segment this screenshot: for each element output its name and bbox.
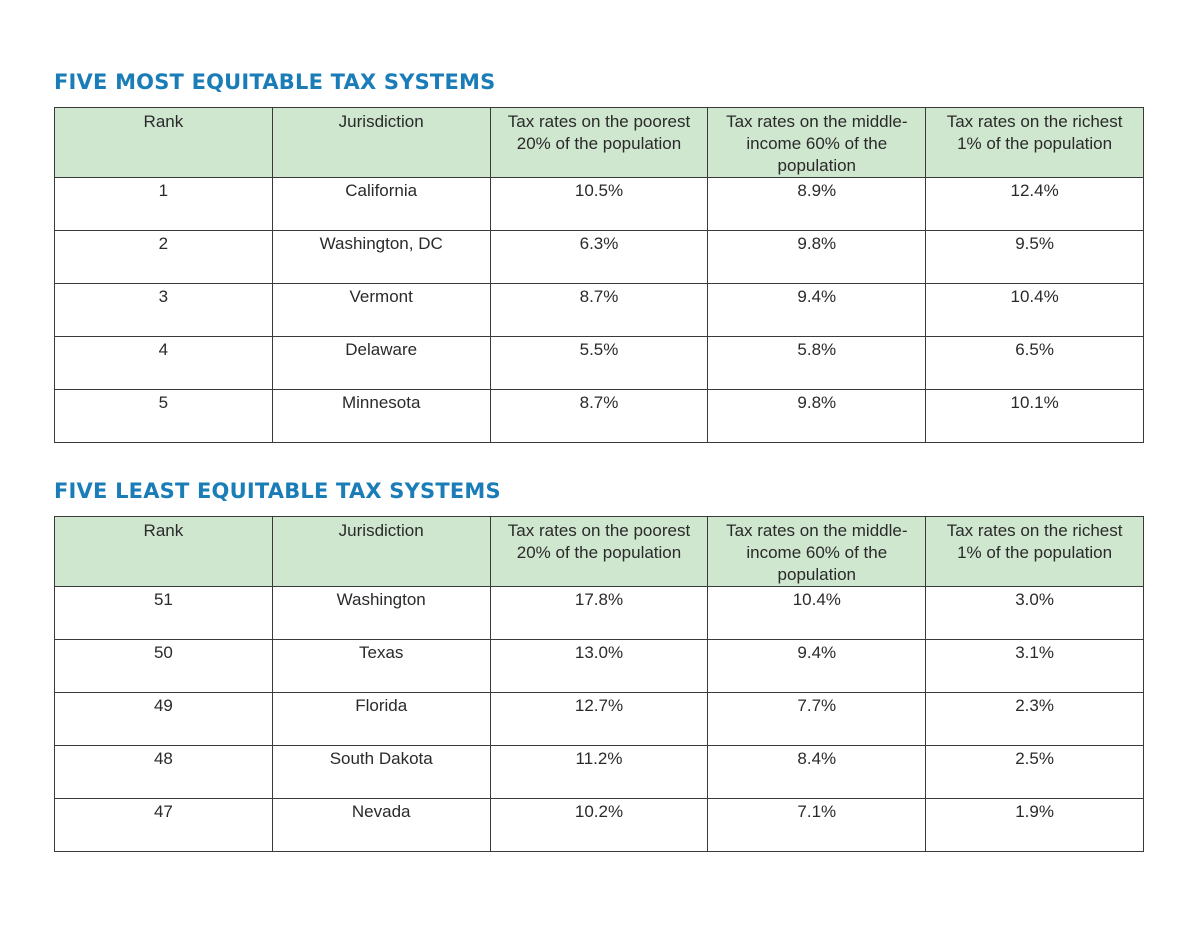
- table-header-row: Rank Jurisdiction Tax rates on the poore…: [54, 516, 1144, 587]
- poorest-rate-cell: 8.7%: [489, 283, 709, 337]
- column-header-jurisdiction: Jurisdiction: [271, 107, 491, 178]
- rank-cell: 5: [54, 389, 273, 443]
- richest-rate-cell: 12.4%: [925, 177, 1144, 231]
- column-header-jurisdiction: Jurisdiction: [271, 516, 491, 587]
- table-row: 49 Florida 12.7% 7.7% 2.3%: [54, 692, 1144, 746]
- column-header-richest: Tax rates on the richest 1% of the popul…: [925, 107, 1144, 178]
- poorest-rate-cell: 5.5%: [489, 336, 709, 390]
- most-equitable-title: FIVE MOST EQUITABLE TAX SYSTEMS: [54, 70, 496, 94]
- table-row: 5 Minnesota 8.7% 9.8% 10.1%: [54, 389, 1144, 443]
- richest-rate-cell: 10.4%: [925, 283, 1144, 337]
- column-header-middle: Tax rates on the middle-income 60% of th…: [707, 516, 927, 587]
- jurisdiction-cell: Minnesota: [271, 389, 491, 443]
- table-row: 1 California 10.5% 8.9% 12.4%: [54, 177, 1144, 231]
- jurisdiction-cell: Washington: [271, 586, 491, 640]
- jurisdiction-cell: California: [271, 177, 491, 231]
- table-row: 48 South Dakota 11.2% 8.4% 2.5%: [54, 745, 1144, 799]
- column-header-rank: Rank: [54, 107, 273, 178]
- rank-cell: 1: [54, 177, 273, 231]
- poorest-rate-cell: 17.8%: [489, 586, 709, 640]
- most-equitable-table: Rank Jurisdiction Tax rates on the poore…: [54, 107, 1144, 443]
- middle-rate-cell: 7.1%: [707, 798, 927, 852]
- poorest-rate-cell: 10.5%: [489, 177, 709, 231]
- rank-cell: 3: [54, 283, 273, 337]
- richest-rate-cell: 3.1%: [925, 639, 1144, 693]
- poorest-rate-cell: 13.0%: [489, 639, 709, 693]
- richest-rate-cell: 9.5%: [925, 230, 1144, 284]
- column-header-richest: Tax rates on the richest 1% of the popul…: [925, 516, 1144, 587]
- poorest-rate-cell: 12.7%: [489, 692, 709, 746]
- rank-cell: 2: [54, 230, 273, 284]
- jurisdiction-cell: Florida: [271, 692, 491, 746]
- table-row: 50 Texas 13.0% 9.4% 3.1%: [54, 639, 1144, 693]
- table-row: 3 Vermont 8.7% 9.4% 10.4%: [54, 283, 1144, 337]
- poorest-rate-cell: 8.7%: [489, 389, 709, 443]
- column-header-poorest: Tax rates on the poorest 20% of the popu…: [489, 107, 709, 178]
- table-row: 4 Delaware 5.5% 5.8% 6.5%: [54, 336, 1144, 390]
- middle-rate-cell: 10.4%: [707, 586, 927, 640]
- least-equitable-table: Rank Jurisdiction Tax rates on the poore…: [54, 516, 1144, 852]
- richest-rate-cell: 3.0%: [925, 586, 1144, 640]
- jurisdiction-cell: Texas: [271, 639, 491, 693]
- column-header-rank: Rank: [54, 516, 273, 587]
- jurisdiction-cell: Vermont: [271, 283, 491, 337]
- richest-rate-cell: 2.5%: [925, 745, 1144, 799]
- richest-rate-cell: 6.5%: [925, 336, 1144, 390]
- rank-cell: 48: [54, 745, 273, 799]
- rank-cell: 51: [54, 586, 273, 640]
- jurisdiction-cell: Delaware: [271, 336, 491, 390]
- poorest-rate-cell: 6.3%: [489, 230, 709, 284]
- richest-rate-cell: 1.9%: [925, 798, 1144, 852]
- richest-rate-cell: 2.3%: [925, 692, 1144, 746]
- jurisdiction-cell: Washington, DC: [271, 230, 491, 284]
- least-equitable-title: FIVE LEAST EQUITABLE TAX SYSTEMS: [54, 479, 501, 503]
- rank-cell: 50: [54, 639, 273, 693]
- middle-rate-cell: 8.4%: [707, 745, 927, 799]
- middle-rate-cell: 9.8%: [707, 389, 927, 443]
- column-header-poorest: Tax rates on the poorest 20% of the popu…: [489, 516, 709, 587]
- table-row: 47 Nevada 10.2% 7.1% 1.9%: [54, 798, 1144, 852]
- rank-cell: 47: [54, 798, 273, 852]
- table-header-row: Rank Jurisdiction Tax rates on the poore…: [54, 107, 1144, 178]
- middle-rate-cell: 7.7%: [707, 692, 927, 746]
- rank-cell: 4: [54, 336, 273, 390]
- middle-rate-cell: 9.4%: [707, 283, 927, 337]
- middle-rate-cell: 8.9%: [707, 177, 927, 231]
- poorest-rate-cell: 11.2%: [489, 745, 709, 799]
- rank-cell: 49: [54, 692, 273, 746]
- poorest-rate-cell: 10.2%: [489, 798, 709, 852]
- table-row: 2 Washington, DC 6.3% 9.8% 9.5%: [54, 230, 1144, 284]
- middle-rate-cell: 5.8%: [707, 336, 927, 390]
- middle-rate-cell: 9.4%: [707, 639, 927, 693]
- richest-rate-cell: 10.1%: [925, 389, 1144, 443]
- jurisdiction-cell: South Dakota: [271, 745, 491, 799]
- middle-rate-cell: 9.8%: [707, 230, 927, 284]
- table-row: 51 Washington 17.8% 10.4% 3.0%: [54, 586, 1144, 640]
- column-header-middle: Tax rates on the middle-income 60% of th…: [707, 107, 927, 178]
- jurisdiction-cell: Nevada: [271, 798, 491, 852]
